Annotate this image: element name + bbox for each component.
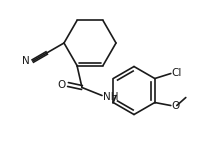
Text: Cl: Cl <box>172 67 182 78</box>
Text: N: N <box>22 56 30 66</box>
Text: NH: NH <box>103 92 119 101</box>
Text: O: O <box>58 80 66 89</box>
Text: O: O <box>172 100 180 111</box>
